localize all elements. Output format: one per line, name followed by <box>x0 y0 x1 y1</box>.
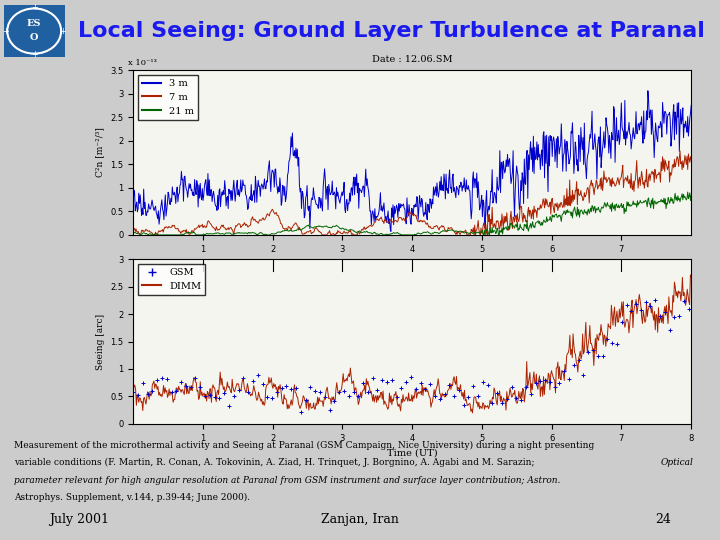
Text: Optical: Optical <box>661 458 693 467</box>
Text: ES: ES <box>27 19 42 28</box>
Y-axis label: C²n [m⁻²/³]: C²n [m⁻²/³] <box>96 127 104 178</box>
Text: Local Seeing: Ground Layer Turbulence at Paranal: Local Seeing: Ground Layer Turbulence at… <box>78 21 705 41</box>
Title: Date : 12.06.SM: Date : 12.06.SM <box>372 55 452 64</box>
Text: O: O <box>30 33 38 42</box>
Text: variable conditions (F. Martin, R. Conan, A. Tokovinin, A. Ziad, H. Trinquet, J.: variable conditions (F. Martin, R. Conan… <box>14 458 538 467</box>
Text: 24: 24 <box>655 513 671 526</box>
Text: Zanjan, Iran: Zanjan, Iran <box>321 513 399 526</box>
Text: +: + <box>31 3 37 12</box>
Text: +: + <box>31 50 37 59</box>
Text: parameter relevant for high angular resolution at Paranal from GSM instrument an: parameter relevant for high angular reso… <box>14 476 561 485</box>
Text: x 10⁻¹³: x 10⁻¹³ <box>127 59 156 67</box>
Text: Measurement of the microthermal activity and Seeing at Paranal (GSM Campaign, Ni: Measurement of the microthermal activity… <box>14 441 595 450</box>
Text: Astrophys. Supplement, v.144, p.39-44; June 2000).: Astrophys. Supplement, v.144, p.39-44; J… <box>14 494 251 502</box>
X-axis label: Time (UT): Time (UT) <box>387 448 438 457</box>
Text: +: + <box>3 26 9 36</box>
X-axis label: Time (UT): Time (UT) <box>387 259 438 268</box>
Legend: 3 m, 7 m, 21 m: 3 m, 7 m, 21 m <box>138 75 198 119</box>
Y-axis label: Seeing [arc]: Seeing [arc] <box>96 314 105 369</box>
Text: +: + <box>59 26 66 36</box>
Legend: GSM, DIMM: GSM, DIMM <box>138 264 205 295</box>
Text: July 2001: July 2001 <box>49 513 109 526</box>
